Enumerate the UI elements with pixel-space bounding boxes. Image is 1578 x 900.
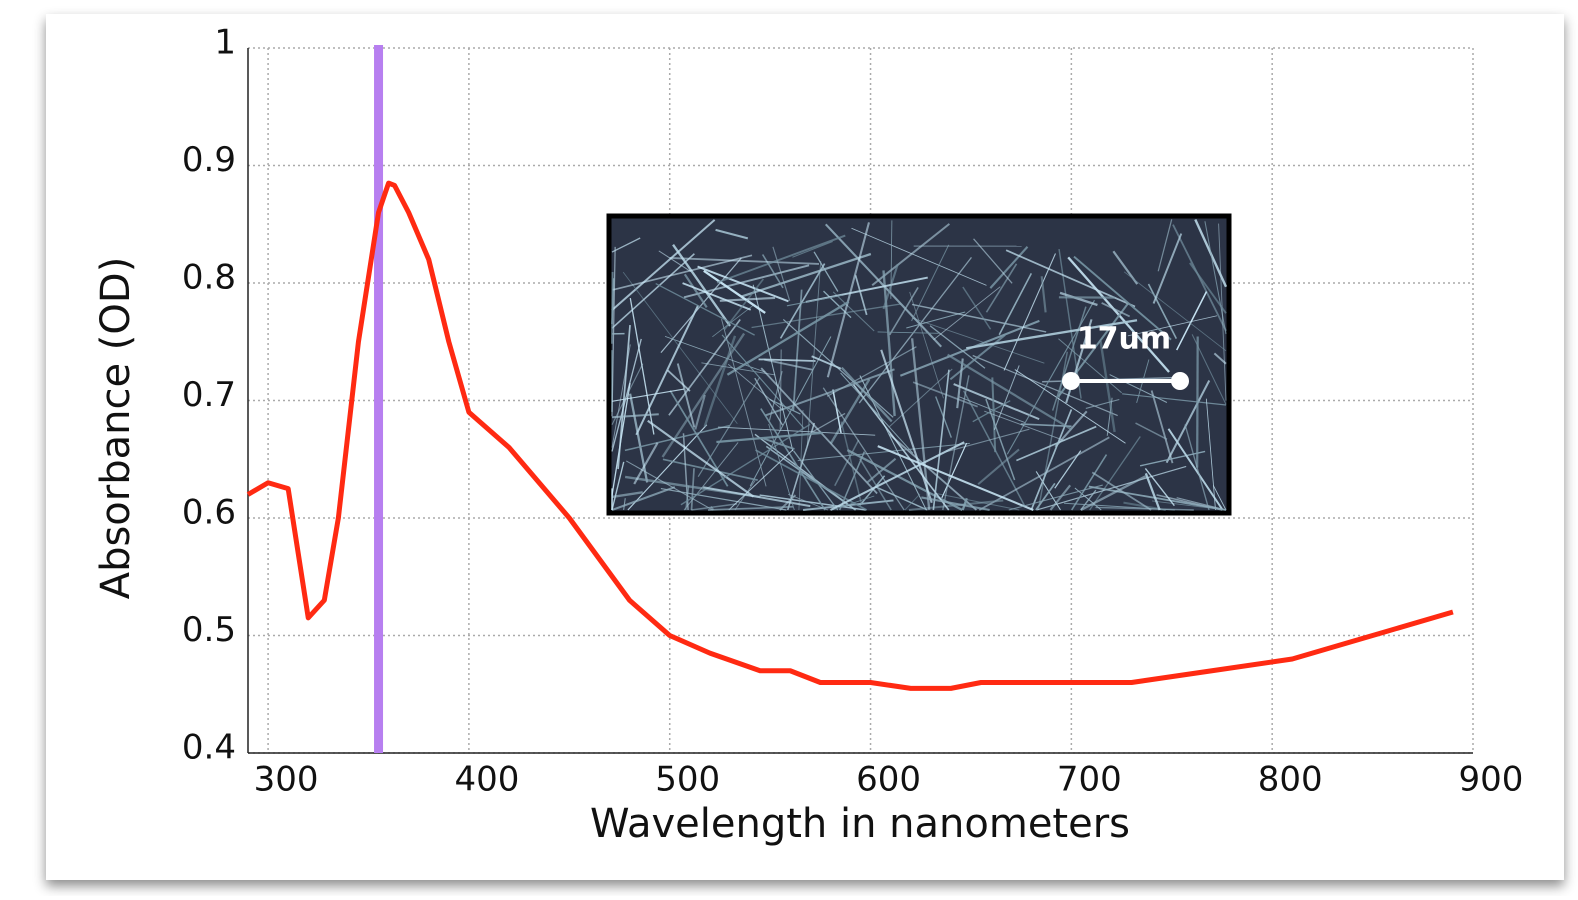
x-tick-label: 900 (1459, 760, 1524, 800)
inset-label: 17um (1077, 322, 1171, 357)
y-tick-label: 0.9 (182, 140, 236, 180)
fiber (612, 272, 613, 344)
inset-image: 17um (609, 216, 1229, 513)
x-tick-label: 600 (856, 760, 921, 800)
x-tick-label: 500 (655, 760, 720, 800)
x-tick-label: 400 (454, 760, 519, 800)
scale-bar-end (1171, 372, 1189, 390)
x-tick-label: 700 (1057, 760, 1122, 800)
x-tick-label: 300 (254, 760, 319, 800)
x-tick-label: 800 (1258, 760, 1323, 800)
y-tick-label: 0.5 (182, 610, 236, 650)
x-axis-title: Wavelength in nanometers (590, 801, 1130, 847)
y-tick-label: 0.8 (182, 258, 236, 298)
y-tick-label: 0.4 (182, 728, 236, 768)
y-tick-label: 0.7 (182, 375, 236, 415)
y-tick-label: 1 (214, 23, 236, 63)
scale-bar-end (1062, 372, 1080, 390)
y-tick-label: 0.6 (182, 493, 236, 533)
y-axis-title: Absorbance (OD) (93, 257, 139, 600)
